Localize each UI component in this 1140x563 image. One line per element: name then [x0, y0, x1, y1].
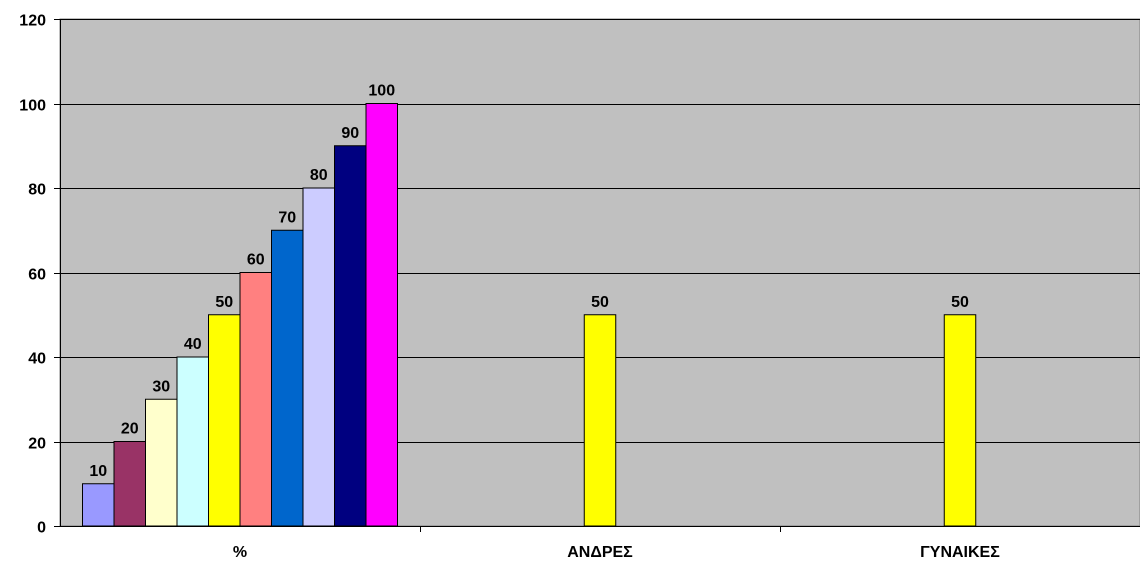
bar	[943, 314, 977, 527]
y-tick-label: 100	[19, 98, 46, 115]
bar	[145, 398, 178, 527]
y-tick-label: 80	[28, 182, 46, 199]
data-label: 50	[591, 294, 609, 311]
data-label: 50	[215, 294, 233, 311]
bar	[208, 314, 241, 527]
y-tick-label: 120	[19, 13, 46, 30]
y-tick-label: 0	[37, 520, 46, 537]
data-labels: 10 20 30 40 50 60 70 80 90 100 50 50	[89, 83, 969, 480]
data-label: 70	[278, 209, 296, 226]
x-category-label: ΓΥΝΑΙΚΕΣ	[920, 544, 1000, 561]
bar	[82, 483, 115, 527]
data-label: 50	[951, 294, 969, 311]
y-tick-labels: 0 20 40 60 80 100 120	[19, 13, 46, 537]
y-tick-label: 60	[28, 267, 46, 284]
x-category-label: %	[233, 544, 247, 561]
bar	[365, 103, 398, 527]
data-label: 100	[368, 83, 395, 100]
data-label: 90	[341, 125, 359, 142]
bar	[113, 441, 146, 527]
bar	[176, 356, 209, 527]
bars	[82, 103, 977, 527]
bar	[583, 314, 617, 527]
data-label: 40	[184, 336, 202, 353]
x-category-label: ΑΝΔΡΕΣ	[567, 544, 633, 561]
bar	[334, 145, 367, 527]
data-label: 30	[152, 378, 170, 395]
axes	[54, 19, 1140, 532]
bar	[239, 272, 272, 527]
data-label: 10	[89, 463, 107, 480]
bar	[302, 187, 335, 527]
x-category-labels: % ΑΝΔΡΕΣ ΓΥΝΑΙΚΕΣ	[233, 544, 1000, 561]
data-label: 20	[121, 421, 139, 438]
data-label: 80	[310, 167, 328, 184]
data-label: 60	[247, 252, 265, 269]
bar	[271, 229, 304, 527]
y-tick-label: 40	[28, 351, 46, 368]
y-tick-label: 20	[28, 436, 46, 453]
